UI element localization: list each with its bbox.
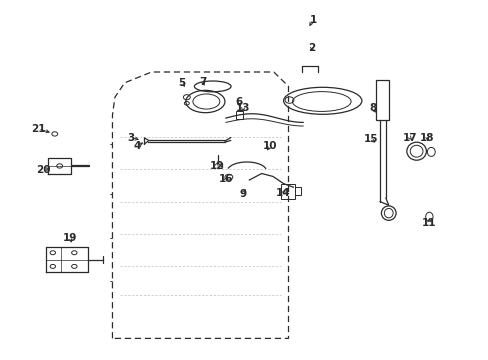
Text: 4: 4 [133,141,141,151]
Text: 12: 12 [209,161,224,171]
Text: 6: 6 [235,96,242,107]
Bar [294,187,300,195]
Text: 11: 11 [421,218,436,228]
Bar [281,184,294,199]
Text: 14: 14 [276,188,290,198]
Text: 1: 1 [309,15,316,25]
Bar [236,111,243,119]
Text: 15: 15 [363,134,377,144]
Text: 3: 3 [127,132,134,143]
Text: 17: 17 [402,132,416,143]
Text: 19: 19 [62,233,77,243]
Text: 16: 16 [218,174,233,184]
Text: 7: 7 [199,77,206,87]
Text: 8: 8 [368,103,375,113]
Text: 21: 21 [31,124,45,134]
Text: 5: 5 [178,78,185,88]
Text: 10: 10 [262,141,277,151]
Text: 2: 2 [308,42,315,53]
Text: 13: 13 [235,103,250,113]
Text: 20: 20 [36,165,50,175]
Text: 18: 18 [419,132,434,143]
Bar [375,80,388,120]
Text: 9: 9 [240,189,246,199]
